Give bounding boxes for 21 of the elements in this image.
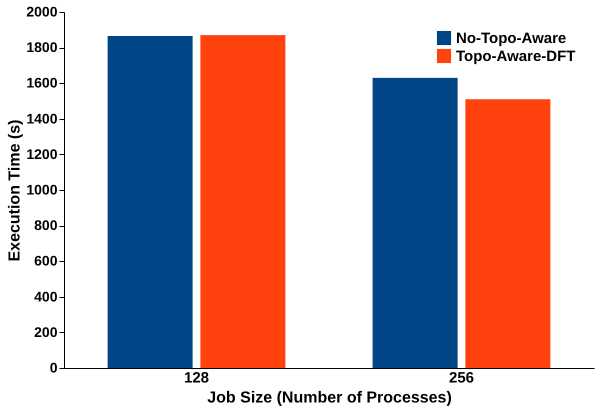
y-tick-label: 400	[34, 288, 58, 304]
y-tick-label: 0	[50, 360, 58, 376]
bar	[200, 35, 286, 368]
x-axis-title: Job Size (Number of Processes)	[207, 390, 452, 406]
bar	[108, 36, 193, 368]
bar	[465, 99, 550, 368]
y-tick-label: 1800	[26, 39, 58, 56]
y-tick-label: 1200	[26, 146, 58, 162]
y-tick-label: 1400	[26, 110, 58, 126]
y-tick-label: 600	[34, 252, 58, 269]
x-tick-label: 128	[184, 370, 210, 386]
y-tick-label: 800	[34, 217, 58, 234]
y-tick-label: 1000	[26, 182, 58, 198]
y-axis-title: Execution Time (s)	[6, 120, 24, 262]
legend-label: Topo-Aware-DFT	[456, 48, 576, 65]
y-tick-label: 1600	[26, 74, 58, 91]
legend-label: No-Topo-Aware	[456, 30, 566, 47]
y-tick-label: 200	[34, 324, 58, 340]
bar	[372, 78, 458, 368]
y-tick-label: 2000	[26, 4, 58, 20]
x-tick-label: 256	[448, 370, 474, 386]
